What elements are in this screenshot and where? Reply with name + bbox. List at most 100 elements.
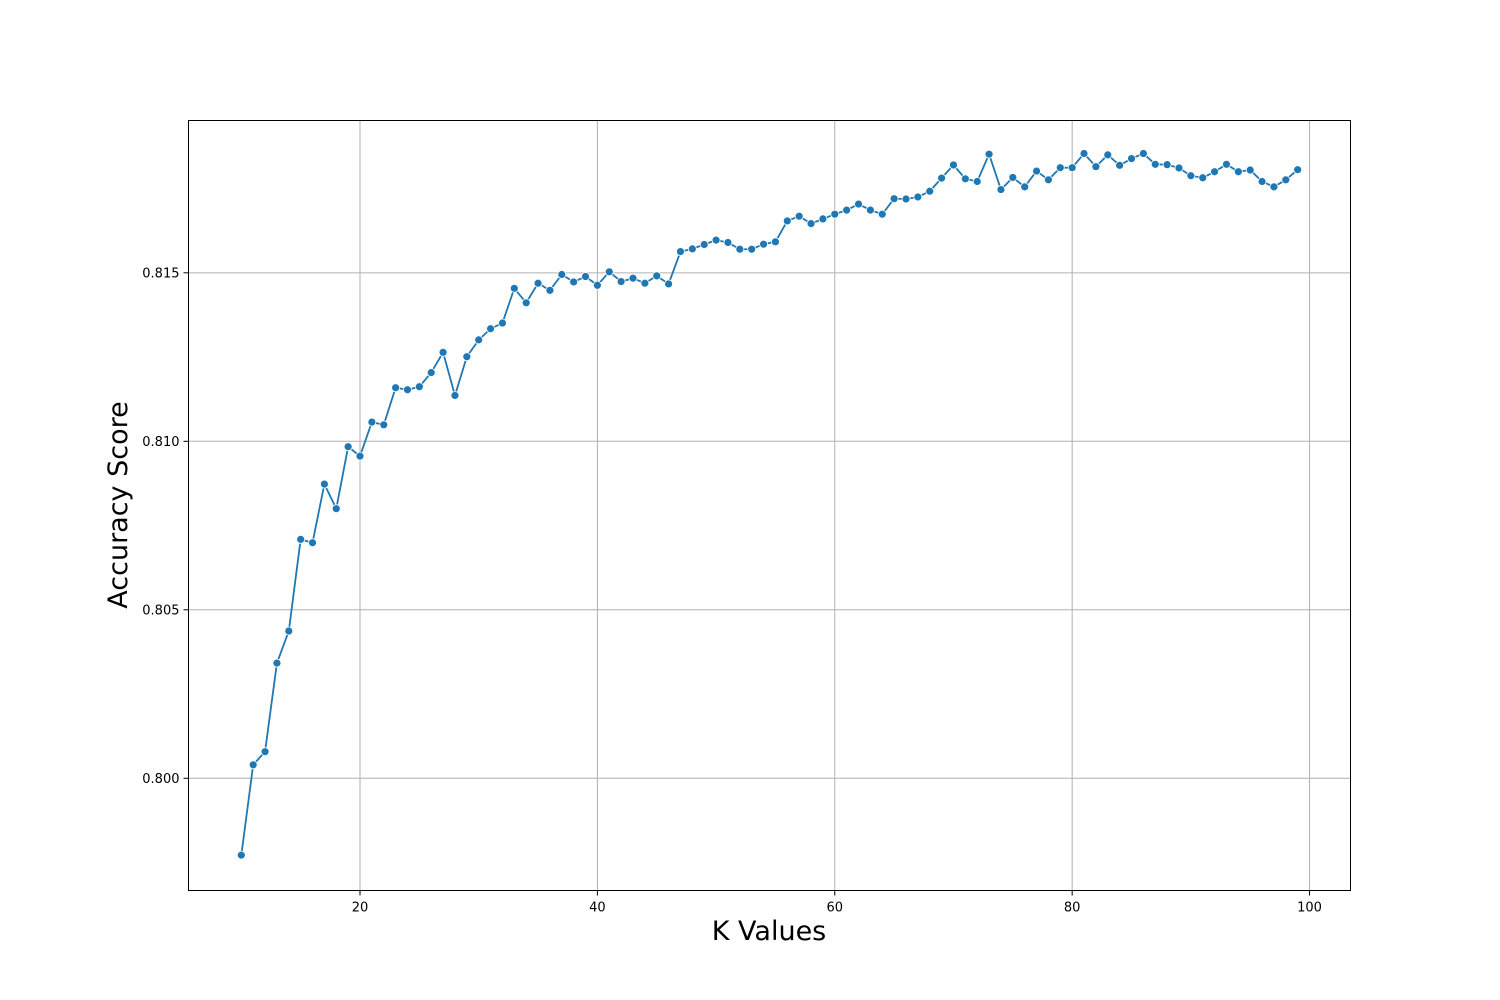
data-point <box>1257 177 1267 186</box>
data-point <box>272 658 282 668</box>
data-point <box>592 280 602 290</box>
data-point <box>877 209 887 219</box>
data-point <box>1020 182 1030 192</box>
data-point <box>640 278 650 288</box>
data-point <box>652 271 662 281</box>
data-point <box>498 318 507 328</box>
data-point <box>842 205 852 215</box>
data-point <box>1186 171 1196 181</box>
data-point <box>830 209 840 219</box>
data-point <box>1269 182 1279 192</box>
data-point <box>462 352 472 362</box>
data-point <box>604 267 614 277</box>
data-point <box>664 279 674 289</box>
data-point <box>581 272 590 281</box>
data-point <box>331 504 341 514</box>
data-point <box>1174 163 1184 173</box>
grid <box>188 120 1351 891</box>
series <box>236 149 1303 860</box>
data-point <box>1127 154 1136 163</box>
data-point <box>1008 173 1018 182</box>
ticks: 20 40 60 80 100 0.800 0.805 0.810 0.815 <box>142 266 1322 915</box>
data-point <box>391 383 401 393</box>
data-point <box>1055 163 1065 173</box>
data-point <box>711 235 721 245</box>
data-point <box>996 185 1006 194</box>
data-point <box>1198 173 1208 183</box>
data-point <box>248 760 258 770</box>
data-point <box>699 240 709 249</box>
data-point <box>747 244 757 254</box>
y-tick-label: 0.805 <box>142 603 179 618</box>
y-axis-label: Accuracy Score <box>103 401 134 608</box>
data-point <box>426 368 436 377</box>
data-point <box>771 237 780 247</box>
data-point <box>474 335 484 345</box>
data-point <box>403 385 412 395</box>
data-point <box>1233 167 1243 177</box>
data-point <box>1067 163 1077 173</box>
data-point <box>379 420 389 430</box>
data-point <box>1150 159 1160 169</box>
data-point <box>284 626 294 636</box>
y-tick-label: 0.810 <box>142 435 179 450</box>
data-point <box>782 216 792 226</box>
y-tick-label: 0.800 <box>142 772 179 787</box>
data-point <box>367 417 377 427</box>
data-point <box>1222 159 1231 169</box>
data-point <box>759 239 768 249</box>
data-point <box>1079 149 1089 158</box>
data-point <box>1032 166 1041 176</box>
data-point <box>854 199 863 209</box>
data-point <box>925 186 935 196</box>
data-point <box>1044 175 1053 185</box>
data-point <box>509 283 519 293</box>
data-point <box>616 277 626 286</box>
x-axis-label: K Values <box>712 916 827 947</box>
data-point <box>735 244 745 254</box>
x-tick-label: 100 <box>1297 901 1322 916</box>
data-point <box>676 247 685 256</box>
data-point <box>794 211 804 221</box>
data-point <box>438 347 448 357</box>
data-point <box>865 205 875 215</box>
plot-frame <box>188 120 1351 891</box>
x-tick-label: 80 <box>1064 901 1081 916</box>
data-point <box>557 270 567 279</box>
data-point <box>1138 149 1148 158</box>
data-point <box>296 534 306 544</box>
data-point <box>687 244 697 254</box>
data-point <box>889 194 899 204</box>
data-point <box>1245 165 1255 175</box>
data-point <box>937 173 947 183</box>
data-point <box>1162 160 1172 170</box>
x-tick-label: 40 <box>589 901 606 916</box>
x-tick-label: 60 <box>827 901 844 916</box>
data-point <box>949 160 958 170</box>
data-point <box>569 277 579 287</box>
data-point <box>236 850 246 860</box>
data-point <box>308 538 317 548</box>
data-point <box>723 238 733 247</box>
data-point <box>806 219 816 229</box>
data-point <box>355 451 365 461</box>
data-point <box>1103 150 1113 160</box>
data-point <box>1115 160 1125 170</box>
data-point <box>545 285 555 295</box>
data-point <box>260 747 270 757</box>
data-point <box>818 214 828 224</box>
data-point <box>521 298 531 308</box>
data-point <box>414 382 424 392</box>
data-point <box>343 442 353 452</box>
y-tick-label: 0.815 <box>142 266 179 281</box>
data-point <box>1293 165 1303 175</box>
data-point <box>984 149 994 159</box>
data-point <box>960 174 970 184</box>
data-point <box>486 324 495 334</box>
x-tick-label: 20 <box>352 901 369 916</box>
data-point <box>972 177 982 186</box>
data-point <box>1281 175 1291 185</box>
data-point <box>320 479 329 489</box>
data-point <box>901 194 911 204</box>
